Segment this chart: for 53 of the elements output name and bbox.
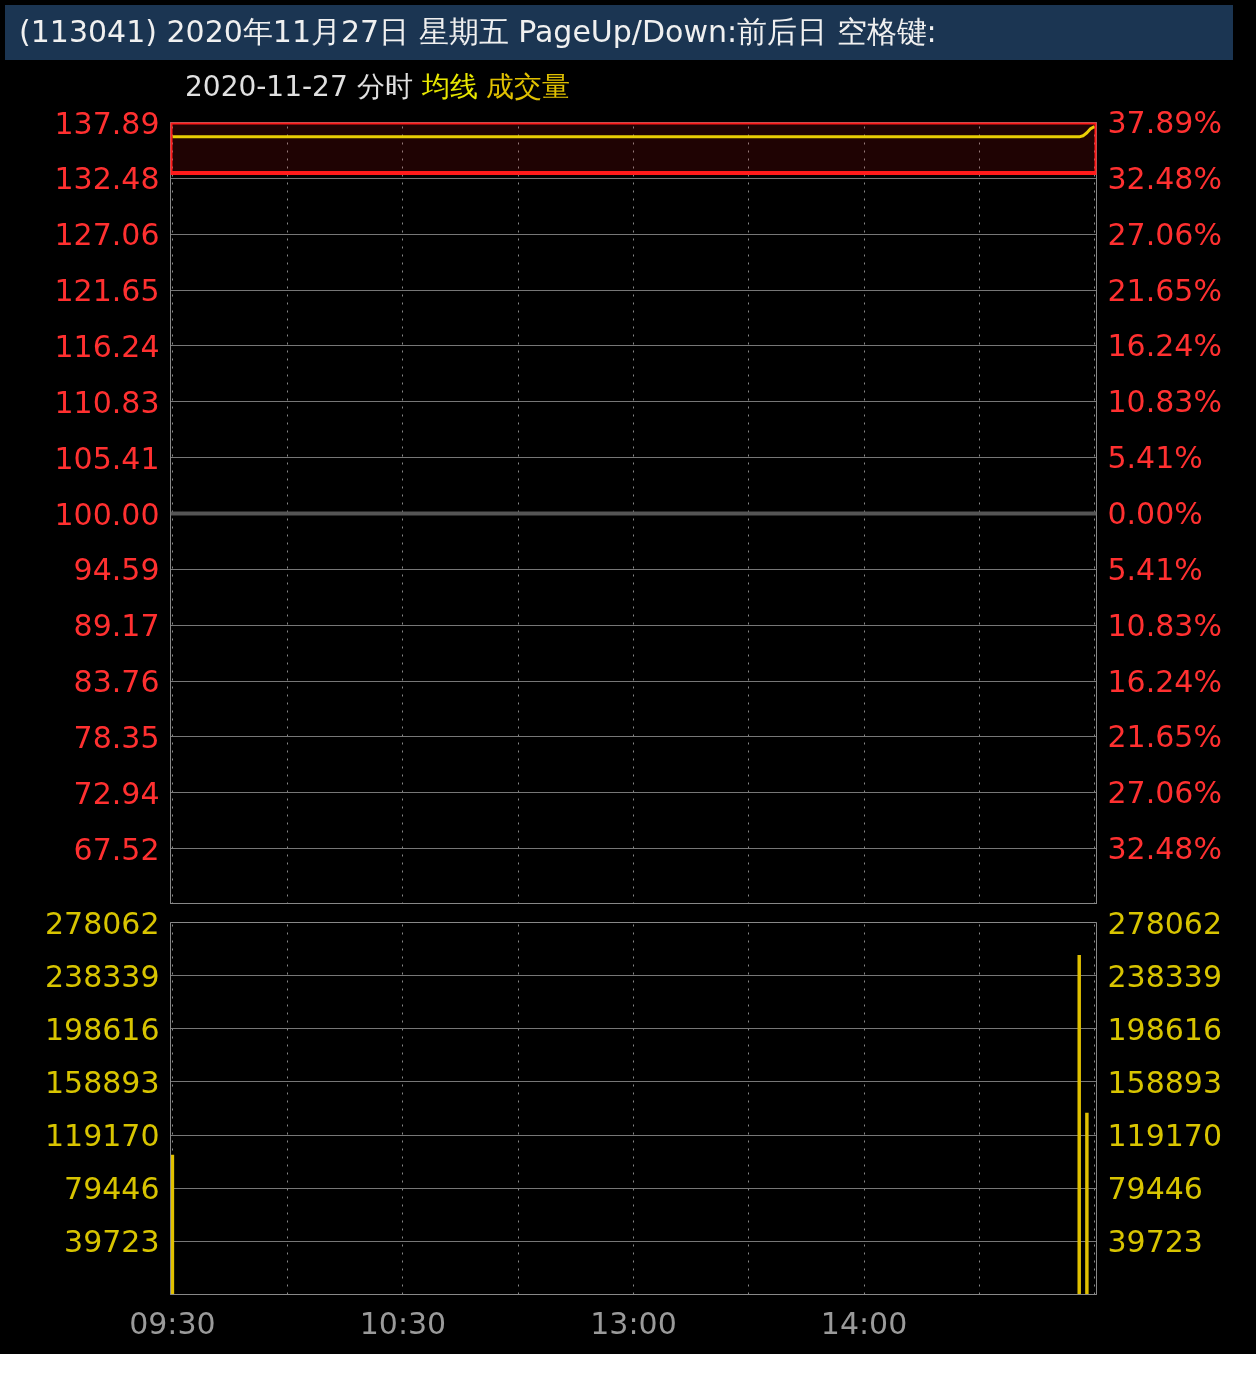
y2-tick-label: 10.83%: [1107, 607, 1222, 643]
y2-tick-label: 21.65%: [1107, 719, 1222, 755]
y2-tick-label: 16.24%: [1107, 663, 1222, 699]
y-tick-label: 39723: [64, 1224, 160, 1260]
y-tick-label: 94.59: [73, 552, 160, 588]
y2-tick-label: 27.06%: [1107, 216, 1222, 252]
y-tick-label: 78.35: [73, 719, 160, 755]
y-tick-label: 127.06: [54, 217, 160, 253]
y2-tick-label: 198616: [1107, 1011, 1223, 1047]
series-label: 均线: [421, 70, 478, 103]
y-tick-label: 278062: [44, 905, 160, 941]
y2-tick-label: 0.00%: [1107, 496, 1203, 531]
y-tick-label: 83.76: [73, 664, 160, 700]
x-tick-label: 14:00: [820, 1305, 908, 1341]
y-tick-label: 137.89: [54, 105, 160, 141]
y2-tick-label: 278062: [1107, 905, 1223, 941]
y2-tick-label: 158893: [1107, 1064, 1223, 1100]
y2-tick-label: 5.41%: [1107, 551, 1203, 587]
y-tick-label: 198616: [44, 1011, 160, 1047]
bar: [1085, 1112, 1089, 1295]
y-tick-label: 79446: [64, 1171, 160, 1207]
y2-tick-label: 5.41%: [1107, 440, 1203, 476]
bar: [1077, 955, 1081, 1295]
chart-title: (113041) 2020年11月27日 星期五 PageUp/Down:前后日 空格键:: [5, 5, 1233, 60]
line-series: [170, 125, 1097, 139]
y-tick-label: 132.48: [54, 161, 160, 197]
y2-tick-label: 39723: [1107, 1224, 1203, 1260]
chart-subtitle: 2020-11-27 分时: [185, 70, 413, 103]
y2-tick-label: 21.65%: [1107, 272, 1222, 308]
y-tick-label: 158893: [44, 1064, 160, 1100]
y2-tick-label: 32.48%: [1107, 160, 1222, 196]
y-tick-label: 116.24: [54, 328, 160, 364]
y2-tick-label: 27.06%: [1107, 775, 1222, 811]
y2-tick-label: 37.89%: [1107, 105, 1222, 140]
y-tick-label: 238339: [44, 958, 160, 994]
y-tick-label: 100.00: [54, 496, 160, 532]
y-tick-label: 72.94: [73, 775, 160, 811]
y-tick-label: 119170: [44, 1118, 160, 1154]
y-tick-label: 89.17: [73, 608, 160, 644]
y2-tick-label: 10.83%: [1107, 384, 1222, 420]
y-tick-label: 105.41: [54, 440, 160, 476]
y-tick-label: 121.65: [54, 273, 160, 309]
text: 成交量: [486, 70, 571, 103]
y2-tick-label: 32.48%: [1107, 831, 1222, 867]
x-tick-label: 09:30: [129, 1305, 216, 1341]
y2-tick-label: 238339: [1107, 958, 1223, 994]
x-tick-label: 13:00: [590, 1305, 677, 1341]
y2-tick-label: 79446: [1107, 1171, 1203, 1207]
y2-tick-label: 16.24%: [1107, 328, 1222, 364]
y-tick-label: 110.83: [54, 384, 160, 420]
y2-tick-label: 119170: [1107, 1118, 1223, 1154]
y-tick-label: 67.52: [73, 831, 160, 867]
x-tick-label: 10:30: [359, 1305, 447, 1341]
